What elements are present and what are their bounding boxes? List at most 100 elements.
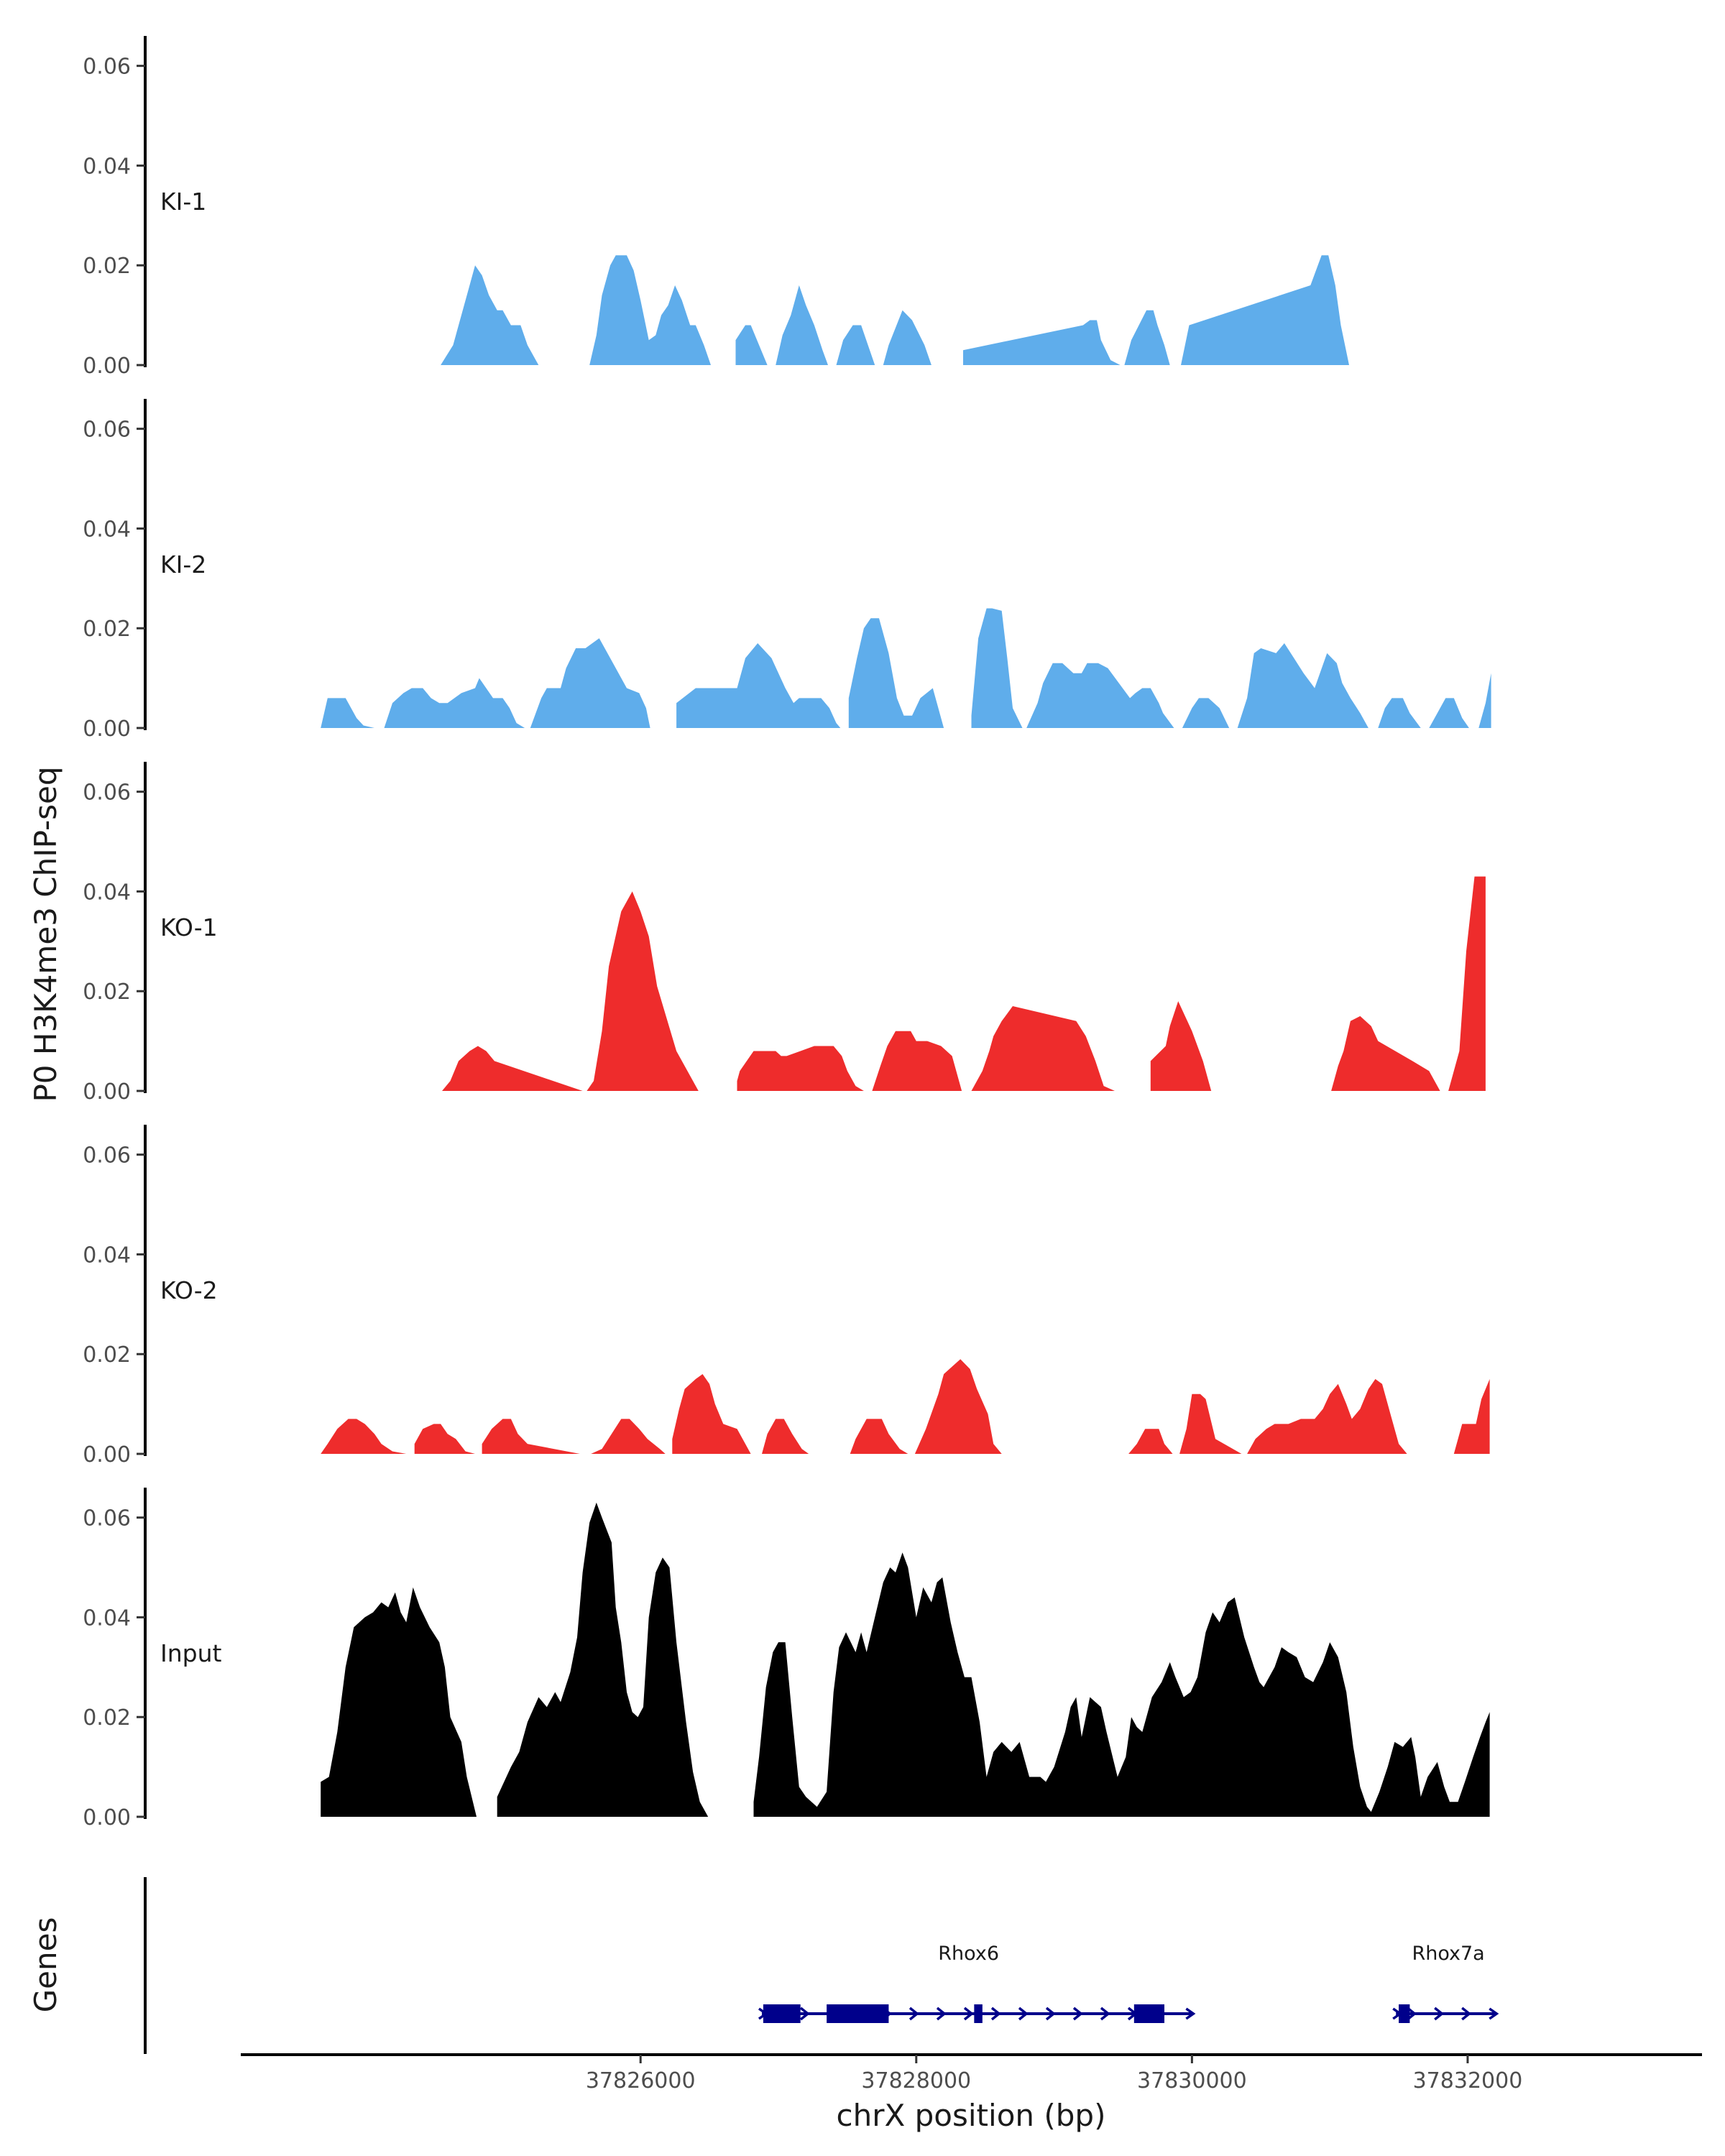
y-tick-label: 0.04: [83, 880, 131, 905]
coverage-peak: [914, 1359, 1002, 1454]
coverage-peak: [482, 1419, 580, 1454]
coverage-peak: [753, 1552, 1490, 1817]
strand-arrow: [1072, 2007, 1083, 2021]
strand-arrow: [799, 2007, 810, 2021]
coverage-peak: [321, 1419, 407, 1454]
gene-end-cap: [1185, 2007, 1196, 2020]
x-axis: chrX position (bp) 37826000 37828000 37830…: [241, 2053, 1702, 2133]
coverage-peak: [321, 1587, 477, 1817]
gene-end-cap: [1489, 2007, 1499, 2020]
gene-exon: [1399, 2004, 1410, 2023]
x-tick-label: 37830000: [1137, 2068, 1247, 2093]
y-tick-label: 0.06: [83, 1143, 131, 1169]
strand-arrow: [1018, 2007, 1029, 2021]
coverage-peak: [414, 1424, 475, 1454]
y-tick-label: 0.02: [83, 1705, 131, 1731]
track-panels: 0.00 0.02 0.04 0.06 KI-1 0.00 0.02 0.04 0.06 KI-2…: [83, 36, 1491, 1830]
coverage-peak: [530, 638, 650, 728]
coverage-peak: [1237, 643, 1368, 728]
gene-exon: [974, 2004, 983, 2023]
coverage-peak: [762, 1419, 809, 1454]
strand-arrow: [963, 2007, 974, 2021]
coverage-peak: [384, 678, 525, 728]
x-axis-title: chrX position (bp): [837, 2098, 1106, 2133]
x-tick-label: 37826000: [586, 2068, 696, 2093]
coverage-peak: [1124, 310, 1170, 365]
y-tick-label: 0.04: [83, 1606, 131, 1631]
coverage-peak: [321, 698, 374, 728]
gene-exon: [827, 2004, 889, 2023]
coverage-peak: [1378, 698, 1421, 728]
coverage-peak: [1181, 255, 1349, 365]
coverage-peak: [497, 1502, 709, 1817]
gene-exon: [763, 2004, 801, 2023]
coverage-peak: [1128, 1429, 1173, 1454]
coverage-peak: [589, 255, 711, 365]
track-label: KI-1: [160, 188, 206, 216]
y-axis-title: P0 H3K4me3 ChIP-seq: [28, 766, 63, 1102]
coverage-peak: [1150, 1001, 1212, 1091]
y-tick-label: 0.04: [83, 154, 131, 179]
gene-rhox7a: Rhox7a: [1392, 1943, 1499, 2023]
gene-rhox6: Rhox6: [758, 1943, 1196, 2023]
coverage-peak: [672, 1374, 751, 1454]
strand-arrow: [1045, 2007, 1056, 2021]
y-tick-label: 0.06: [83, 780, 131, 806]
track-label: KO-1: [160, 913, 218, 941]
x-tick-label: 37828000: [861, 2068, 971, 2093]
gene-label: Rhox6: [938, 1943, 999, 1965]
strand-arrow: [1100, 2007, 1110, 2021]
coverage-peak: [883, 310, 932, 365]
y-tick-label: 0.06: [83, 418, 131, 443]
coverage-peak: [963, 320, 1121, 365]
coverage-peak: [971, 608, 1023, 728]
genes-label: Genes: [28, 1917, 63, 2013]
track-ki-1: 0.00 0.02 0.04 0.06 KI-1: [83, 36, 1349, 379]
gene-exon: [1133, 2004, 1165, 2023]
strand-arrow: [908, 2007, 919, 2021]
strand-arrow: [1434, 2007, 1445, 2021]
y-tick-label: 0.00: [83, 354, 131, 379]
coverage-peak: [442, 1046, 583, 1091]
coverage-peak: [848, 618, 944, 728]
y-tick-label: 0.00: [83, 717, 131, 742]
y-tick-label: 0.00: [83, 1442, 131, 1468]
track-label: KI-2: [160, 550, 206, 579]
y-tick-label: 0.00: [83, 1079, 131, 1105]
coverage-peak: [735, 325, 768, 365]
track-ko-1: 0.00 0.02 0.04 0.06 KO-1: [83, 762, 1486, 1105]
coverage-peak: [971, 1006, 1115, 1091]
coverage-peak: [1429, 698, 1469, 728]
coverage-peak: [836, 325, 875, 365]
y-tick-label: 0.02: [83, 1342, 131, 1368]
coverage-peak: [1331, 1015, 1440, 1091]
x-tick-label: 37832000: [1413, 2068, 1523, 2093]
coverage-peak: [441, 265, 539, 365]
coverage-peak: [1448, 876, 1486, 1091]
track-ki-2: 0.00 0.02 0.04 0.06 KI-2: [83, 399, 1491, 742]
coverage-peak: [676, 643, 841, 728]
y-tick-label: 0.06: [83, 1506, 131, 1531]
y-tick-label: 0.02: [83, 254, 131, 279]
coverage-peak: [1453, 1378, 1490, 1454]
gene-label: Rhox7a: [1412, 1943, 1484, 1965]
coverage-peak: [850, 1419, 908, 1454]
track-input: 0.00 0.02 0.04 0.06 Input: [83, 1488, 1490, 1830]
track-label: KO-2: [160, 1276, 218, 1304]
coverage-peak: [586, 891, 699, 1091]
y-tick-label: 0.00: [83, 1805, 131, 1830]
y-tick-label: 0.04: [83, 517, 131, 542]
coverage-peak: [1026, 663, 1174, 728]
strand-arrow: [1461, 2007, 1472, 2021]
coverage-peak: [1182, 698, 1230, 728]
y-tick-label: 0.02: [83, 980, 131, 1005]
coverage-peak: [1478, 673, 1491, 728]
track-ko-2: 0.00 0.02 0.04 0.06 KO-2: [83, 1125, 1490, 1468]
strand-arrow: [990, 2007, 1001, 2021]
y-tick-label: 0.06: [83, 55, 131, 80]
coverage-peak: [737, 1046, 864, 1091]
coverage-peak: [776, 285, 828, 365]
y-tick-label: 0.02: [83, 617, 131, 642]
coverage-peak: [1179, 1393, 1242, 1454]
